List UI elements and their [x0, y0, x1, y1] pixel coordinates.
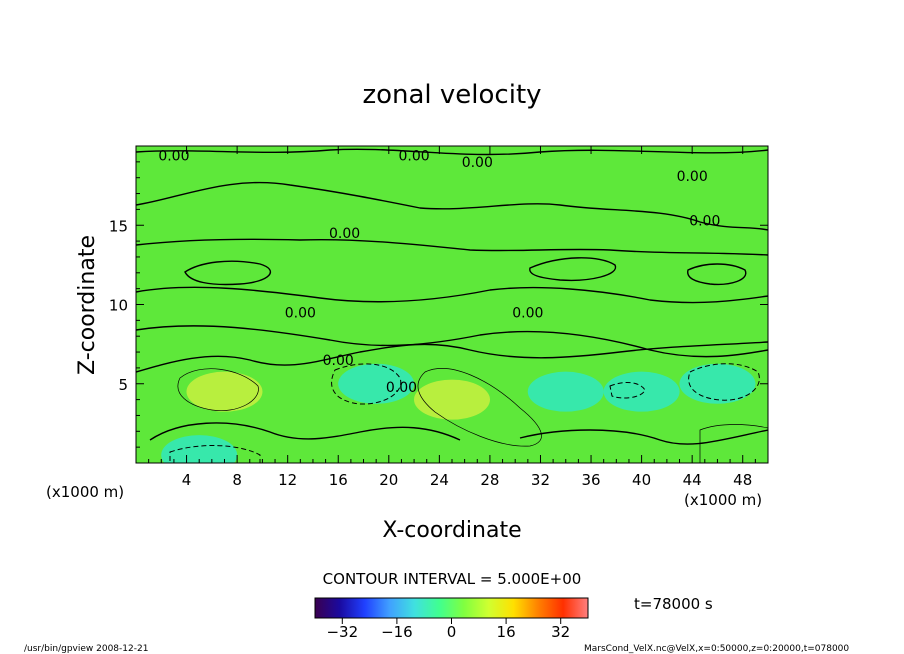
colorbar-tick-label: 16: [497, 623, 516, 641]
x-unit-right: (x1000 m): [684, 491, 762, 509]
y-axis-label: Z-coordinate: [75, 235, 100, 375]
y-tick-label: 10: [109, 297, 128, 315]
footer-left: /usr/bin/gpview 2008-12-21: [24, 644, 148, 654]
positive-anomaly: [186, 371, 263, 412]
colorbar-tick-label: 0: [447, 623, 457, 641]
contour-label: 0.00: [329, 226, 360, 242]
negative-anomaly: [161, 435, 238, 463]
positive-anomaly: [414, 379, 490, 420]
x-tick-label: 16: [329, 471, 348, 489]
plot-area: [136, 146, 768, 463]
x-tick-label: 48: [733, 471, 752, 489]
y-axis: 5 10 15: [109, 161, 768, 448]
chart-title: zonal velocity: [362, 80, 541, 110]
negative-anomaly: [527, 371, 604, 412]
contour-label: 0.00: [462, 155, 493, 171]
contour-label: 0.00: [386, 380, 417, 396]
anomaly-layer: [161, 363, 756, 463]
contour-label: 0.00: [689, 213, 720, 229]
negative-contours: [169, 363, 760, 463]
x-tick-label: 36: [581, 471, 600, 489]
x-tick-label: 44: [683, 471, 702, 489]
x-tick-label: 28: [480, 471, 499, 489]
colorbar-tick-label: 32: [551, 623, 570, 641]
contour-label: 0.00: [677, 169, 708, 185]
contour-label: 0.00: [285, 305, 316, 321]
y-tick-label: 15: [109, 217, 128, 235]
contour-label: 0.00: [398, 149, 429, 165]
time-label: t=78000 s: [634, 595, 713, 613]
x-tick-label: 24: [430, 471, 449, 489]
x-tick-label: 12: [278, 471, 297, 489]
positive-contours: [177, 368, 768, 463]
x-tick-label: 32: [531, 471, 550, 489]
x-axis-label: X-coordinate: [382, 518, 521, 543]
x-tick-label: 4: [182, 471, 192, 489]
contour-label-layer: 0.00 0.00 0.00 0.00 0.00 0.00 0.00 0.00 0.00 0.00: [158, 149, 720, 396]
footer-right: MarsCond_VelX.nc@VelX,x=0:50000,z=0:2000…: [584, 644, 849, 654]
negative-anomaly: [679, 363, 756, 404]
contour-label: 0.00: [158, 149, 189, 165]
colorbar-tick-label: −16: [381, 623, 413, 641]
x-tick-label: 20: [379, 471, 398, 489]
x-tick-label: 8: [232, 471, 242, 489]
contour-label: 0.00: [323, 353, 354, 369]
x-tick-label: 40: [632, 471, 651, 489]
negative-anomaly: [338, 363, 415, 404]
negative-anomaly: [603, 371, 680, 412]
colorbar: [314, 597, 589, 619]
x-unit-left: (x1000 m): [46, 483, 124, 501]
contour-interval-text: CONTOUR INTERVAL = 5.000E+00: [323, 570, 582, 588]
y-tick-label: 5: [118, 376, 128, 394]
x-axis: 4 8 12 16 20 24 28 32 36 40 44 48: [148, 146, 756, 489]
contour-label: 0.00: [512, 305, 543, 321]
colorbar-ticks: −32 −16 0 16 32: [326, 618, 570, 641]
colorbar-tick-label: −32: [326, 623, 358, 641]
